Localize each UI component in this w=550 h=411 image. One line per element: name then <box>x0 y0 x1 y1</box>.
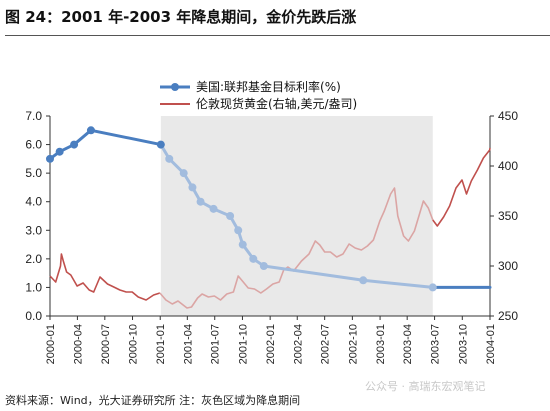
rate-point <box>46 154 54 163</box>
left-tick-label: 6.0 <box>25 138 42 152</box>
watermark: 公众号 · 高瑞东宏观笔记 <box>365 380 486 393</box>
chart-title: 图 24：2001 年-2003 年降息期间，金价先跌后涨 <box>5 8 357 26</box>
x-tick-label: 2003-07 <box>430 324 442 364</box>
rate-point <box>188 183 197 192</box>
left-tick-label: 7.0 <box>25 109 42 123</box>
left-tick-label: 2.0 <box>25 252 42 266</box>
left-tick-label: 5.0 <box>25 166 42 180</box>
rate-line-segment <box>89 128 163 147</box>
source-note: 资料来源：Wind，光大证券研究所 注：灰色区域为降息期间 <box>5 394 301 407</box>
x-tick-label: 2001-07 <box>210 324 222 364</box>
legend-rate-label: 美国:联邦基金目标利率(%) <box>196 79 341 94</box>
x-tick-label: 2001-10 <box>237 324 249 364</box>
right-tick-label: 400 <box>498 159 518 173</box>
legend: 美国:联邦基金目标利率(%) 伦敦现货黄金(右轴,美元/盎司) <box>160 79 357 111</box>
x-tick-label: 2002-10 <box>347 324 359 364</box>
right-tick-label: 350 <box>498 209 518 223</box>
gold-line-segment <box>49 253 161 301</box>
x-tick-label: 2002-04 <box>292 324 304 364</box>
right-tick-label: 300 <box>498 259 518 273</box>
axes-group: 0.0 1.0 2.0 3.0 4.0 5.0 6.0 7.0 250 300 350 400 450 2… <box>25 109 518 364</box>
rate-point <box>196 197 205 206</box>
x-tick-label: 2003-01 <box>375 324 387 364</box>
x-tick-label: 2003-10 <box>457 324 469 364</box>
rate-line-segment <box>361 278 435 289</box>
x-tick-label: 2002-01 <box>265 324 277 364</box>
x-tick-label: 2001-04 <box>182 324 194 364</box>
gold-series-group <box>49 147 491 309</box>
x-tick-label: 2002-07 <box>320 324 332 364</box>
x-tick-label: 2000-04 <box>72 324 84 364</box>
x-tick-label: 2004-01 <box>485 324 497 364</box>
rate-point <box>156 140 165 149</box>
right-tick-label: 250 <box>498 309 518 323</box>
rate-point <box>86 126 95 135</box>
x-tick-label: 2003-04 <box>402 324 414 364</box>
rate-point <box>70 140 79 149</box>
rate-point <box>165 154 174 163</box>
rate-point <box>55 147 64 156</box>
rate-point <box>238 240 247 249</box>
right-tick-label: 450 <box>498 109 518 123</box>
shaded-easing-period <box>160 116 433 316</box>
left-tick-label: 0.0 <box>25 309 42 323</box>
rate-point <box>179 169 188 178</box>
rate-point <box>428 283 437 292</box>
rate-series-group <box>46 126 492 292</box>
title-divider <box>5 35 550 36</box>
gold-line-segment <box>159 187 434 309</box>
left-tick-label: 3.0 <box>25 223 42 237</box>
rate-point <box>226 212 235 220</box>
rate-point <box>359 276 368 285</box>
left-tick-label: 4.0 <box>25 195 42 209</box>
gold-line-segment <box>432 147 491 227</box>
rate-point <box>259 262 268 270</box>
x-tick-label: 2000-01 <box>45 324 57 364</box>
x-tick-label: 2000-10 <box>128 324 140 364</box>
rate-point <box>249 254 258 263</box>
x-tick-label: 2000-07 <box>100 324 112 364</box>
rate-line-segment <box>262 264 365 282</box>
x-tick-label: 2001-01 <box>155 324 167 364</box>
rate-point <box>209 204 218 213</box>
rate-point <box>234 226 243 235</box>
left-tick-label: 1.0 <box>25 280 42 294</box>
legend-gold-label: 伦敦现货黄金(右轴,美元/盎司) <box>196 96 357 111</box>
legend-rate-marker <box>171 83 179 91</box>
